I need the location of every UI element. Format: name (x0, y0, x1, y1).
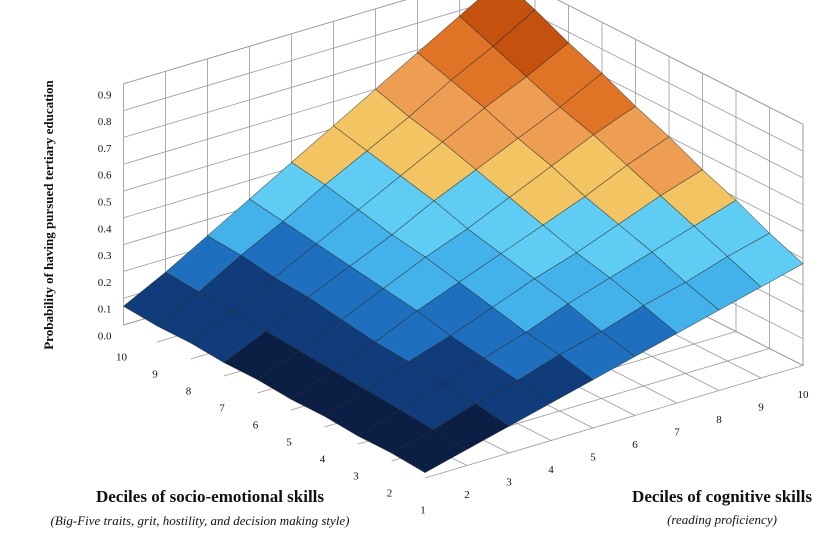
x-tick-label: 2 (387, 488, 393, 500)
x-axis-title: Deciles of socio-emotional skills (96, 487, 324, 506)
z-tick-label: 0.8 (98, 116, 112, 128)
z-axis-title: Probability of having pursued tertiary e… (41, 79, 56, 349)
y-tick-label: 9 (758, 402, 764, 414)
y-tick-label: 4 (548, 464, 554, 476)
x-tick-label: 5 (286, 437, 292, 449)
x-tick-label: 8 (186, 386, 192, 398)
z-tick-label: 0.2 (98, 277, 112, 289)
y-tick-label: 3 (506, 477, 512, 489)
z-tick-label: 0.5 (98, 197, 112, 209)
z-tick-label: 0.7 (98, 143, 112, 155)
surface-cell (390, 429, 468, 473)
surface (122, 0, 804, 473)
x-tick-label: 6 (253, 420, 259, 432)
x-axis-subtitle: (Big-Five traits, grit, hostility, and d… (51, 513, 350, 528)
y-tick-label: 8 (716, 414, 722, 426)
y-axis-subtitle: (reading proficiency) (667, 512, 777, 527)
y-tick-label: 6 (632, 439, 638, 451)
x-tick-label: 1 (420, 505, 426, 517)
z-tick-label: 0.0 (98, 331, 112, 343)
z-tick-label: 0.1 (98, 304, 112, 316)
x-tick-label: 7 (219, 403, 225, 415)
x-tick-label: 9 (152, 369, 158, 381)
z-tick-label: 0.4 (98, 223, 112, 235)
x-tick-label: 4 (320, 454, 326, 466)
x-tick-label: 10 (116, 352, 128, 364)
x-tick-label: 3 (353, 471, 359, 483)
labels: 0.0 0.1 0.2 0.3 0.4 0.5 0.6 0.7 0.8 0.9 1 2 3 4 5 6 7 8 9 1… (98, 89, 809, 516)
y-tick-label: 7 (674, 427, 680, 439)
y-tick-label: 5 (590, 452, 596, 464)
y-tick-label: 2 (464, 489, 470, 501)
z-tick-label: 0.3 (98, 250, 112, 262)
z-tick-label: 0.9 (98, 89, 112, 101)
z-tick-label: 0.6 (98, 170, 112, 182)
y-tick-label: 10 (798, 389, 810, 401)
y-axis-title: Deciles of cognitive skills (632, 487, 812, 506)
